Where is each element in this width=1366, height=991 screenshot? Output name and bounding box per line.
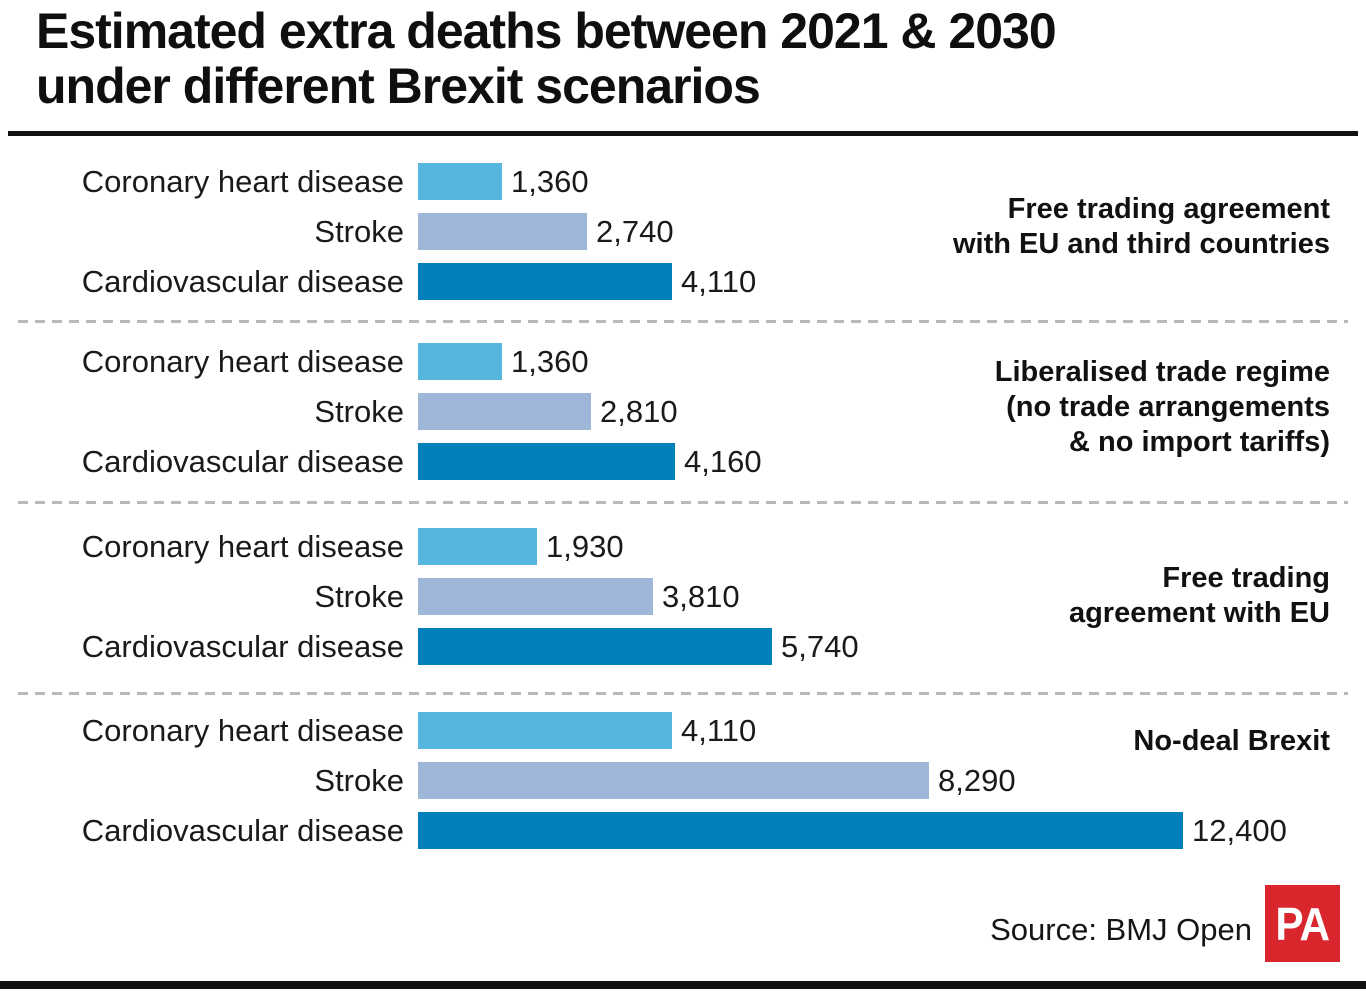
data-bar (418, 762, 929, 799)
value-label: 2,740 (596, 214, 674, 249)
data-bar (418, 343, 502, 380)
scenario-group: Coronary heart disease 1,930 Stroke 3,810 Ca… (0, 528, 1366, 668)
value-label: 12,400 (1192, 813, 1287, 848)
value-label: 4,160 (684, 444, 762, 479)
value-label: 1,360 (511, 164, 589, 199)
category-label: Cardiovascular disease (81, 629, 404, 664)
pa-logo: PA (1265, 885, 1340, 962)
scenario-label: Free trading agreement with EU and third … (952, 193, 1330, 260)
value-label: 4,110 (681, 713, 757, 748)
value-label: 4,110 (681, 264, 757, 299)
group-separator (18, 501, 1348, 504)
bar-row: Cardiovascular disease 4,110 (0, 263, 1366, 300)
value-label: 5,740 (781, 629, 859, 664)
title-divider (8, 131, 1358, 136)
page-title: Estimated extra deaths between 2021 & 20… (36, 3, 1057, 114)
scenario-group: Coronary heart disease 4,110 Stroke 8,290 Ca… (0, 712, 1366, 852)
bar-row: Coronary heart disease 1,930 (0, 528, 1366, 565)
value-label: 2,810 (600, 394, 678, 429)
category-label: Cardiovascular disease (81, 444, 404, 479)
data-bar (418, 628, 772, 665)
bar-row: Stroke 2,810 (0, 393, 1366, 430)
category-label: Coronary heart disease (81, 529, 404, 564)
data-bar (418, 443, 675, 480)
bar-row: Stroke 3,810 (0, 578, 1366, 615)
pa-logo-text: PA (1275, 897, 1331, 950)
page-title-line2: under different Brexit scenarios (36, 58, 761, 114)
category-label: Stroke (314, 763, 404, 798)
scenario-label: Free trading agreement with EU (1068, 562, 1330, 629)
data-bar (418, 578, 653, 615)
bar-row: Coronary heart disease 4,110 (0, 712, 1366, 749)
category-label: Coronary heart disease (81, 713, 404, 748)
source-label: Source: BMJ Open (990, 912, 1252, 947)
value-label: 8,290 (938, 763, 1016, 798)
scenario-label: Liberalised trade regime (no trade arrang… (994, 356, 1330, 458)
group-separator (18, 320, 1348, 323)
value-label: 1,360 (511, 344, 589, 379)
category-label: Cardiovascular disease (81, 813, 404, 848)
category-label: Stroke (314, 579, 404, 614)
bar-row: Stroke 8,290 (0, 762, 1366, 799)
bar-row: Cardiovascular disease 4,160 (0, 443, 1366, 480)
data-bar (418, 528, 537, 565)
data-bar (418, 812, 1183, 849)
bar-row: Coronary heart disease 1,360 (0, 163, 1366, 200)
data-bar (418, 263, 672, 300)
category-label: Coronary heart disease (81, 344, 404, 379)
scenario-group: Coronary heart disease 1,360 Stroke 2,740 Ca… (0, 163, 1366, 303)
category-label: Cardiovascular disease (81, 264, 404, 299)
data-bar (418, 712, 672, 749)
bottom-border (0, 981, 1366, 989)
scenario-label: No-deal Brexit (1133, 725, 1330, 757)
data-bar (418, 213, 587, 250)
bar-row: Cardiovascular disease 12,400 (0, 812, 1366, 849)
page-title-line1: Estimated extra deaths between 2021 & 20… (36, 3, 1057, 59)
data-bar (418, 393, 591, 430)
group-separator (18, 692, 1348, 695)
data-bar (418, 163, 502, 200)
value-label: 1,930 (546, 529, 624, 564)
bar-row: Cardiovascular disease 5,740 (0, 628, 1366, 665)
scenario-group: Coronary heart disease 1,360 Stroke 2,810 Ca… (0, 343, 1366, 483)
category-label: Stroke (314, 214, 404, 249)
bar-row: Stroke 2,740 (0, 213, 1366, 250)
value-label: 3,810 (662, 579, 740, 614)
bar-row: Coronary heart disease 1,360 (0, 343, 1366, 380)
category-label: Stroke (314, 394, 404, 429)
category-label: Coronary heart disease (81, 164, 404, 199)
